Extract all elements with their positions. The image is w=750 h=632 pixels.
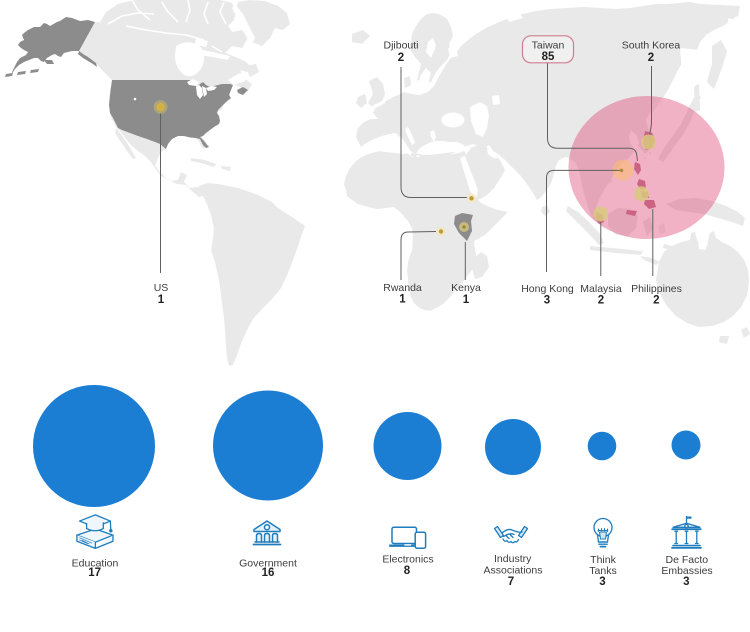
svg-text:Malaysia: Malaysia bbox=[580, 283, 622, 295]
svg-text:2: 2 bbox=[598, 295, 604, 307]
svg-text:7: 7 bbox=[508, 576, 514, 588]
svg-text:Philippines: Philippines bbox=[631, 283, 682, 295]
svg-text:16: 16 bbox=[262, 567, 275, 579]
svg-text:South Korea: South Korea bbox=[622, 40, 681, 52]
svg-text:Djibouti: Djibouti bbox=[383, 40, 418, 52]
svg-text:De Facto: De Facto bbox=[665, 554, 708, 566]
svg-text:Hong Kong: Hong Kong bbox=[521, 283, 574, 295]
svg-text:3: 3 bbox=[683, 576, 689, 588]
svg-text:2: 2 bbox=[398, 52, 404, 64]
svg-text:Electronics: Electronics bbox=[382, 554, 433, 566]
svg-text:Rwanda: Rwanda bbox=[383, 282, 422, 294]
svg-text:3: 3 bbox=[544, 295, 550, 307]
svg-text:8: 8 bbox=[404, 565, 411, 577]
svg-text:2: 2 bbox=[648, 52, 654, 64]
svg-text:Tanks: Tanks bbox=[589, 565, 616, 577]
svg-text:US: US bbox=[154, 282, 169, 294]
svg-text:1: 1 bbox=[463, 294, 470, 306]
svg-text:Associations: Associations bbox=[484, 564, 543, 576]
svg-text:Industry: Industry bbox=[494, 553, 532, 565]
svg-text:Kenya: Kenya bbox=[451, 282, 481, 294]
svg-text:Government: Government bbox=[239, 558, 297, 570]
svg-text:3: 3 bbox=[599, 576, 605, 588]
svg-text:1: 1 bbox=[399, 294, 406, 306]
svg-text:17: 17 bbox=[88, 567, 101, 579]
svg-text:Taiwan: Taiwan bbox=[532, 39, 565, 51]
svg-text:Embassies: Embassies bbox=[661, 565, 712, 577]
svg-text:85: 85 bbox=[542, 51, 555, 63]
svg-text:Think: Think bbox=[590, 554, 616, 566]
svg-text:1: 1 bbox=[158, 294, 165, 306]
svg-text:2: 2 bbox=[653, 295, 659, 307]
svg-text:Education: Education bbox=[72, 558, 119, 570]
